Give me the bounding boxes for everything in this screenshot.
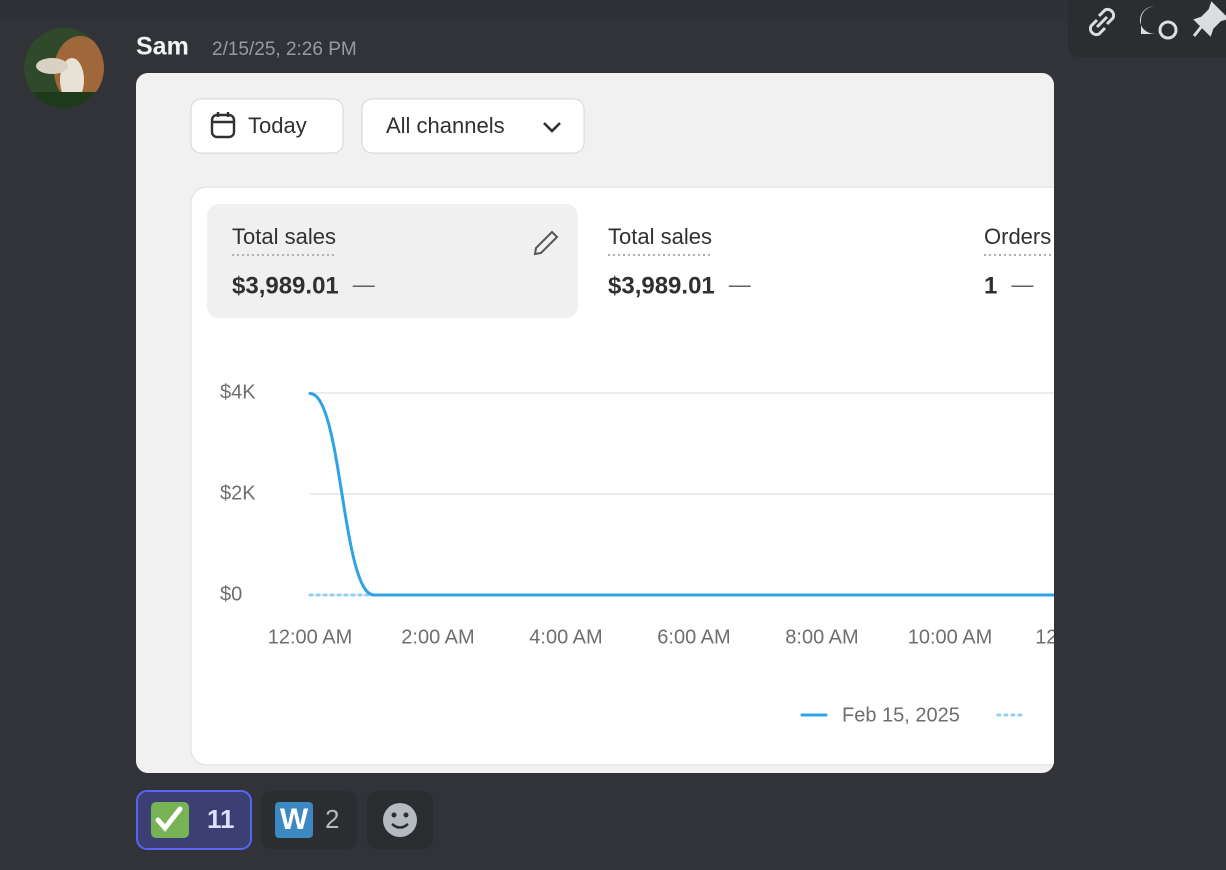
smiley-eye — [391, 812, 397, 818]
screenshot-image: Today All channels Total sales $3,989.01 —… — [136, 73, 1121, 773]
pin-icon[interactable] — [1192, 1, 1226, 37]
reaction-count: 2 — [325, 804, 339, 834]
y-tick-label: $4K — [220, 381, 256, 403]
chevron-icon — [543, 122, 561, 133]
x-tick-label: 4:00 AM — [529, 626, 602, 648]
emoji-letter: W — [280, 803, 309, 836]
x-tick-label: 12:00 PM — [1035, 626, 1121, 648]
analytics-card — [190, 186, 1054, 766]
x-tick-label: 8:00 AM — [785, 626, 858, 648]
check-mark — [155, 806, 183, 832]
metric-value: 1 — [984, 272, 997, 299]
metric-value: $3,989.01 — [608, 272, 715, 299]
thread-icon[interactable] — [1140, 6, 1178, 40]
smiley-icon — [383, 803, 417, 837]
filter-label: All channels — [386, 113, 505, 138]
metric-label: Total sales — [608, 224, 712, 249]
message-toolbar — [1068, 0, 1226, 57]
x-tick-label: 2:00 AM — [401, 626, 474, 648]
y-tick-label: $0 — [220, 583, 242, 605]
legend-label: Feb 15, 2025 — [842, 704, 960, 726]
smiley-mouth — [391, 823, 409, 829]
avatar[interactable] — [24, 28, 106, 108]
metric-tile — [207, 204, 578, 318]
x-tick-label: 10:00 AM — [908, 626, 993, 648]
y-tick-label: $2K — [220, 482, 256, 504]
filter-label: Today — [248, 113, 307, 138]
sales-line — [308, 392, 1054, 597]
link-icon[interactable] — [1088, 7, 1116, 37]
metric-label: Orders — [984, 224, 1051, 249]
edit-icon — [533, 230, 559, 256]
x-tick-label: 12:00 AM — [268, 626, 353, 648]
metric-label: Total sales — [232, 224, 336, 249]
calendar-icon — [210, 112, 236, 139]
metric-change: — — [1011, 272, 1033, 297]
metric-change: — — [729, 272, 751, 297]
filter-button — [361, 98, 585, 154]
reaction-count: 11 — [207, 804, 235, 834]
x-tick-label: 6:00 AM — [657, 626, 730, 648]
smiley-eye — [403, 812, 409, 818]
author[interactable]: Sam — [136, 33, 189, 61]
timestamp: 2/15/25, 2:26 PM — [212, 39, 357, 60]
metric-value: $3,989.01 — [232, 272, 339, 299]
top-strip — [0, 0, 1226, 22]
w-emoji — [275, 802, 313, 838]
metric-change: — — [353, 272, 375, 297]
